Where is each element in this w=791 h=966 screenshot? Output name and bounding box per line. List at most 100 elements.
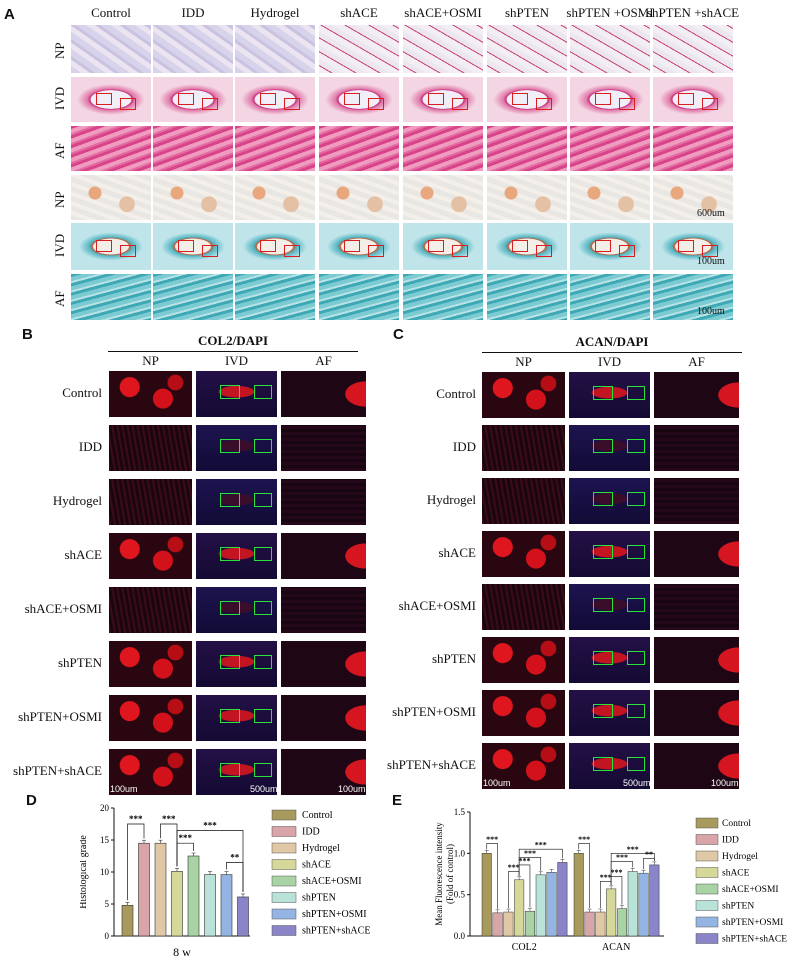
- roi-box: [220, 763, 240, 778]
- bar-COL2-Control: [481, 853, 492, 937]
- roi-box: [627, 704, 645, 719]
- panel-a-micrograph: [152, 174, 234, 221]
- panel-a-micrograph: [234, 125, 316, 172]
- panel_b-col-label: AF: [315, 353, 332, 368]
- roi-box: [452, 98, 469, 111]
- roi-box: [627, 492, 645, 507]
- if-image-ivd: [568, 742, 651, 790]
- if-image-af: [653, 477, 740, 525]
- if-image-ivd: [568, 371, 651, 419]
- roi-box: [593, 757, 613, 772]
- y-tick-label: 1.0: [454, 848, 466, 858]
- if-image-ivd: [195, 370, 278, 418]
- panel-a-micrograph: [70, 273, 152, 321]
- panel-c-title-rule: [482, 352, 742, 353]
- panel_c-scale-label: 100um: [711, 778, 739, 788]
- panel-a-micrograph: [234, 24, 316, 74]
- if-image-af: [280, 370, 367, 418]
- panel-a-micrograph: [70, 24, 152, 74]
- panel-a-row-label: AF: [52, 141, 67, 159]
- legend-swatch: [271, 892, 297, 903]
- panel-a-col-label: Hydrogel: [250, 5, 300, 20]
- legend-swatch: [695, 933, 719, 944]
- if-image-af: [280, 424, 367, 472]
- panel_c-group-label: shACE: [438, 545, 476, 560]
- panel-a-micrograph: [234, 273, 316, 321]
- panel-a-micrograph: [70, 222, 152, 271]
- roi-box: [627, 439, 645, 454]
- bar-shPTEN: [204, 874, 216, 937]
- panel_b-col-label: NP: [142, 353, 159, 368]
- if-image-np: [108, 370, 193, 418]
- roi-box: [220, 385, 240, 400]
- roi-box: [677, 240, 694, 253]
- bar-COL2-shPTEN: [535, 874, 546, 937]
- bar-COL2-shPTEN+OSMI: [546, 872, 557, 937]
- significance-label: ***: [578, 835, 590, 844]
- panel-a-micrograph: [652, 24, 734, 74]
- panel_c-scale-label: 100um: [483, 778, 511, 788]
- legend-label: Control: [722, 819, 751, 829]
- panel_b-scale-label: 100um: [338, 784, 366, 794]
- panel-a-micrograph: [70, 174, 152, 221]
- roi-box: [511, 240, 528, 253]
- bar-ACAN-shPTEN+shACE: [649, 864, 660, 937]
- panel-a-micrograph: [152, 76, 234, 123]
- bar-ACAN-shACE: [606, 888, 617, 937]
- roi-box: [593, 386, 613, 401]
- panel-a-col-label: shACE: [340, 5, 378, 20]
- roi-box: [220, 601, 240, 616]
- legend-swatch: [695, 867, 719, 878]
- y-tick-label: 15: [100, 835, 110, 845]
- panel-a-micrograph: [569, 24, 651, 74]
- panel-a-micrograph: [569, 222, 651, 271]
- panel-a-micrograph: [486, 273, 568, 321]
- if-image-ivd: [195, 640, 278, 688]
- if-image-af: [280, 640, 367, 688]
- panel_b-group-label: shPTEN: [57, 655, 102, 670]
- roi-box: [120, 245, 137, 258]
- significance-label: ***: [162, 814, 176, 824]
- if-image-np: [108, 532, 193, 580]
- if-image-np: [481, 583, 566, 631]
- if-image-ivd: [568, 689, 651, 737]
- roi-box: [593, 492, 613, 507]
- roi-box: [259, 93, 276, 106]
- if-image-np: [108, 478, 193, 526]
- panel-a-micrograph: [318, 174, 400, 221]
- significance-bracket: [578, 843, 590, 909]
- if-image-ivd: [568, 424, 651, 472]
- if-image-af: [280, 586, 367, 634]
- panel-a-micrograph: [152, 273, 234, 321]
- panel-a-col-label: Control: [91, 5, 131, 20]
- panel_b-group-label: IDD: [78, 439, 102, 454]
- roi-box: [220, 493, 240, 508]
- panel-a-micrograph: [70, 125, 152, 172]
- significance-label: ***: [616, 853, 628, 862]
- bar-shPTEN+shACE: [237, 896, 249, 937]
- panel-a-micrograph: [152, 24, 234, 74]
- legend-label: shPTEN+shACE: [302, 926, 370, 937]
- roi-box: [368, 98, 385, 111]
- roi-box: [594, 240, 611, 253]
- roi-box: [254, 493, 272, 508]
- panel-a-micrograph: [318, 24, 400, 74]
- panel-a-row-label: IVD: [52, 233, 67, 257]
- panel_c-group-label: shACE+OSMI: [398, 598, 476, 613]
- panel-a-col-label: shPTEN +shACE: [646, 5, 740, 20]
- roi-box: [619, 245, 636, 258]
- roi-box: [254, 655, 272, 670]
- roi-box: [254, 709, 272, 724]
- bar-shACE: [171, 871, 183, 937]
- roi-box: [177, 240, 194, 253]
- legend-label: shPTEN: [722, 902, 754, 912]
- roi-box: [220, 547, 240, 562]
- bar-ACAN-Control: [573, 853, 584, 937]
- panel-a-micrograph: [486, 174, 568, 221]
- legend-swatch: [695, 883, 719, 895]
- significance-label: ***: [203, 820, 217, 830]
- panel-a-col-label: shPTEN +OSMI: [566, 5, 654, 20]
- legend-swatch: [695, 916, 719, 928]
- roi-box: [702, 245, 719, 258]
- panel-a-row-label: IVD: [52, 86, 67, 110]
